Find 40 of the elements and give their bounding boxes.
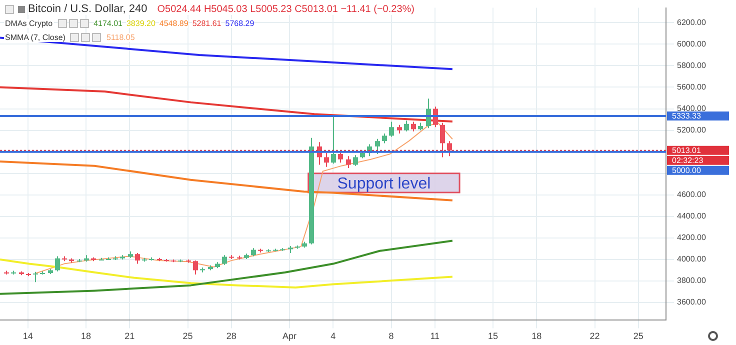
annotation: 5281.61 [192,19,222,28]
y-tick-label: 5600.00 [677,82,706,92]
annotation: SMMA (7, Close) [4,33,66,42]
x-tick-label: 21 [124,331,135,342]
annotation: DMAs Crypto [4,19,54,28]
y-tick-label: 3600.00 [677,298,706,307]
chart-title: Bitcoin / U.S. Dollar, 240 [28,3,148,15]
ref-line-label: 5000.00 [672,166,702,176]
x-tick-label: 18 [532,331,542,342]
y-tick-label: 6200.00 [677,18,706,27]
x-tick-label: 22 [590,331,600,342]
ref-line-label: 5013.01 [672,146,702,156]
y-tick-label: 5400.00 [677,104,706,113]
text: 02:32:23 [672,156,704,166]
x-tick-label: 18 [81,331,92,342]
x-tick-label: Apr [282,331,297,342]
y-tick-label: 3800.00 [677,276,706,286]
annotation: 4548.89 [159,19,188,28]
y-tick-label: 4600.00 [677,190,706,200]
chart-subtitle: O5024.44 H5045.03 L5005.23 C5013.01 −11.41 (−0.23%) [157,4,414,15]
y-tick-label: 5200.00 [677,126,706,135]
x-tick-label: 28 [226,331,236,342]
y-tick-label: 4000.00 [677,254,706,264]
x-tick-label: 11 [430,331,440,342]
x-tick-label: 15 [488,331,498,342]
ref-line-label: 5333.33 [672,112,702,121]
annotation: 3839.20 [126,19,156,28]
annotation: 5118.05 [106,33,135,42]
y-tick-label: 6000.00 [677,39,706,48]
annotation: 4174.01 [94,19,122,28]
y-tick-label: 4200.00 [677,233,706,242]
band-label: Support level [337,175,431,192]
x-tick-label: 4 [330,331,336,342]
x-tick-label: 25 [182,331,193,342]
y-tick-label: 4400.00 [677,212,706,221]
x-tick-label: 25 [633,331,644,342]
y-tick-label: 5800.00 [677,60,706,70]
x-tick-label: 14 [22,331,33,342]
x-tick-label: 8 [388,331,394,342]
annotation: 5768.29 [225,19,254,28]
